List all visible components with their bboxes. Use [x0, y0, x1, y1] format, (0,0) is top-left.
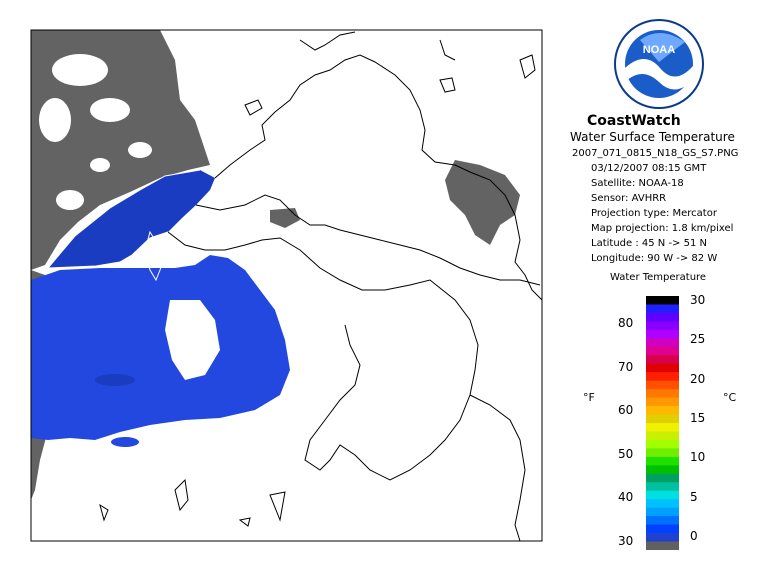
colorbar-swatch: [646, 397, 679, 407]
colorbar-swatch: [646, 346, 679, 356]
colorbar-swatch: [646, 524, 679, 534]
colorbar-swatch: [646, 456, 679, 466]
colorbar-swatch: [646, 304, 679, 314]
colorbar-swatch: [646, 516, 679, 526]
colorbar-swatch: [646, 423, 679, 432]
satellite-text: Satellite: NOAA-18: [591, 178, 684, 189]
noaa-logo: NOAA: [614, 19, 704, 109]
coastlines: [99, 31, 543, 542]
colorbar-swatch: [646, 541, 679, 550]
colorbar-swatch: [646, 355, 679, 365]
tick-label-celsius: 10: [690, 450, 706, 465]
colorbar-swatch: [646, 329, 679, 339]
colorbar-swatch: [646, 533, 679, 543]
colorbar-swatch: [646, 431, 679, 441]
cloud-speckles: [39, 54, 152, 210]
tick-label-celsius: 20: [690, 371, 706, 386]
tick-label-celsius: 5: [690, 489, 698, 504]
product-title: Water Surface Temperature: [570, 130, 735, 144]
lake-outline: [47, 169, 201, 282]
colorbar-swatch: [646, 448, 679, 458]
longitude-text: Longitude: 90 W -> 82 W: [591, 253, 718, 264]
tick-label-fahrenheit: 60: [618, 403, 634, 418]
datetime-text: 03/12/2007 08:15 GMT: [591, 163, 707, 174]
tick-label-celsius: 15: [690, 410, 706, 425]
colorbar-swatch: [646, 439, 679, 449]
colorbar-swatch: [646, 406, 679, 416]
tick-label-fahrenheit: 30: [618, 534, 634, 548]
sensor-text: Sensor: AVHRR: [591, 193, 667, 204]
projection-text: Projection type: Mercator: [591, 208, 717, 219]
unit-celsius: °C: [723, 391, 737, 404]
tick-label-celsius: 25: [690, 332, 706, 347]
map-projection-text: Map projection: 1.8 km/pixel: [591, 223, 734, 234]
colorbar-swatch: [646, 499, 679, 509]
tick-label-celsius: 30: [690, 293, 706, 307]
colorbar-swatch: [646, 473, 679, 483]
colorbar-swatch: [646, 490, 679, 500]
temperature-colorbar: [646, 296, 679, 550]
colorbar-swatch: [646, 312, 679, 322]
colorbar-swatch: [646, 507, 679, 517]
tick-label-fahrenheit: 70: [618, 359, 634, 374]
colorbar-swatch: [646, 363, 679, 373]
legend-title: Water Temperature: [610, 272, 707, 283]
water-surface: [31, 170, 290, 447]
tick-label-fahrenheit: 40: [618, 490, 634, 505]
colorbar-swatch: [646, 482, 679, 492]
tick-label-fahrenheit: 80: [618, 316, 634, 330]
colorbar-swatch: [646, 321, 679, 331]
map-frame: [30, 29, 543, 542]
colorbar-swatch: [646, 338, 679, 348]
colorbar-swatch: [646, 465, 679, 475]
colorbar-swatch: [646, 296, 679, 305]
tick-label-fahrenheit: 50: [618, 446, 634, 461]
colorbar-swatch: [646, 380, 679, 390]
colorbar-swatch: [646, 389, 679, 399]
unit-fahrenheit: °F: [583, 391, 595, 404]
colorbar-swatch: [646, 414, 679, 424]
colorbar-swatch: [646, 372, 679, 382]
brand-title: CoastWatch: [587, 113, 681, 129]
noaa-logo-text: NOAA: [643, 44, 675, 56]
tick-label-celsius: 0: [690, 528, 698, 543]
filename-text: 2007_071_0815_N18_GS_S7.PNG: [572, 148, 739, 159]
latitude-text: Latitude : 45 N -> 51 N: [591, 238, 707, 249]
